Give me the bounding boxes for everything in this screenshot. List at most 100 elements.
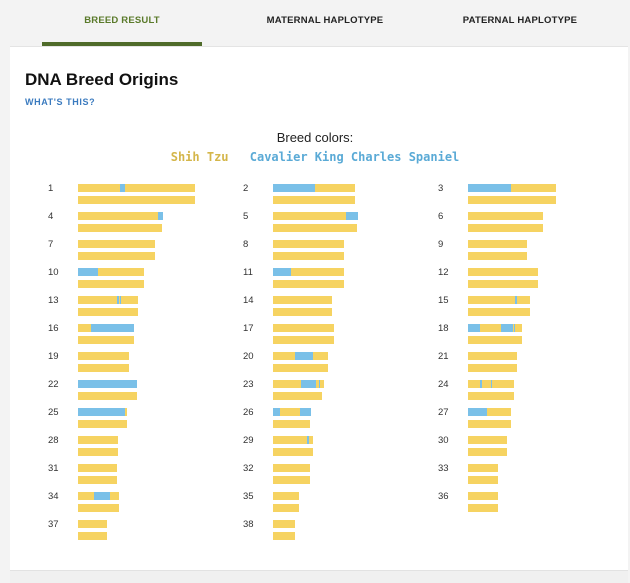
chromosome-copy-b [468,252,527,260]
chromosome-copy-a [78,296,138,304]
cavalier-segment [273,268,291,276]
chromosome-label: 13 [48,295,59,306]
cavalier-segment [514,324,515,332]
tab-breed-result[interactable]: BREED RESULT [84,15,160,26]
chromosome-copy-b [78,308,138,316]
chromosome-copy-b [78,504,119,512]
chromosome-label: 24 [438,379,449,390]
cavalier-segment [78,268,98,276]
cavalier-segment [480,380,482,388]
chromosome-copy-b [468,364,517,372]
chromosome-copy-b [78,532,107,540]
chromosome-copy-a [468,184,556,192]
chromosome-label: 11 [243,267,253,278]
cavalier-segment [78,408,125,416]
chromosome-copy-a [273,408,311,416]
chromosome-label: 16 [48,323,59,334]
cavalier-segment [468,324,480,332]
chromosome-label: 1 [48,183,54,194]
chromosome-label: 18 [438,323,449,334]
active-tab-indicator [42,42,202,46]
chromosome-label: 6 [438,211,444,222]
chromosome-copy-b [78,476,117,484]
tab-bar: BREED RESULT MATERNAL HAPLOTYPE PATERNAL… [10,0,628,46]
chromosome-copy-b [78,224,162,232]
chromosome-copy-b [78,448,118,456]
chromosome-copy-a [273,296,332,304]
cavalier-segment [468,184,511,192]
chromosome-label: 21 [438,351,449,362]
chromosome-label: 35 [243,491,254,502]
chromosome-label: 27 [438,407,449,418]
chromosome-copy-b [78,364,129,372]
tab-maternal-haplotype[interactable]: MATERNAL HAPLOTYPE [266,15,384,26]
cavalier-segment [94,492,110,500]
chromosome-copy-a [273,268,344,276]
chromosome-label: 22 [48,379,59,390]
chromosome-copy-a [468,212,543,220]
cavalier-segment [346,212,358,220]
cavalier-segment [295,352,313,360]
chromosome-copy-a [273,464,310,472]
chromosome-copy-a [78,380,137,388]
chromosome-copy-b [273,364,328,372]
chromosome-label: 34 [48,491,59,502]
chromosome-copy-a [78,324,134,332]
chromosome-copy-b [78,280,144,288]
chromosome-label: 12 [438,267,449,278]
chromosome-copy-b [273,504,299,512]
chromosome-copy-b [78,392,137,400]
chromosome-copy-a [468,492,498,500]
chromosome-copy-a [78,520,107,528]
chromosome-copy-b [273,532,295,540]
chromosome-copy-a [468,464,498,472]
chromosome-copy-a [78,212,163,220]
chromosome-copy-a [273,324,334,332]
cavalier-segment [491,380,492,388]
chromosome-label: 5 [243,211,249,222]
chromosome-label: 30 [438,435,449,446]
chromosome-label: 36 [438,491,449,502]
chromosome-copy-b [468,476,498,484]
chromosome-label: 7 [48,239,54,250]
chromosome-label: 26 [243,407,254,418]
chromosome-copy-b [468,420,511,428]
tab-paternal-haplotype[interactable]: PATERNAL HAPLOTYPE [462,15,578,26]
chromosome-copy-b [468,448,507,456]
chromosome-copy-a [78,492,119,500]
whats-this-link[interactable]: WHAT'S THIS? [25,97,96,107]
chromosome-label: 25 [48,407,59,418]
chromosome-copy-a [468,380,514,388]
chromosome-label: 20 [243,351,254,362]
chromosome-label: 32 [243,463,254,474]
cavalier-segment [468,408,487,416]
chromosome-copy-b [468,392,514,400]
chromosome-copy-a [78,436,118,444]
chromosome-label: 15 [438,295,449,306]
chromosome-copy-b [78,252,155,260]
chromosome-copy-b [273,308,332,316]
cavalier-segment [515,296,517,304]
chromosome-copy-a [468,296,530,304]
cavalier-segment [319,380,320,388]
chromosome-label: 37 [48,519,59,530]
chromosome-copy-a [78,268,144,276]
chromosome-copy-a [468,408,511,416]
chromosome-copy-b [273,196,355,204]
chromosome-copy-a [468,436,507,444]
cavalier-segment [307,436,309,444]
chromosome-copy-b [78,196,195,204]
chromosome-copy-b [468,196,556,204]
chromosome-copy-b [273,392,322,400]
chromosome-copy-b [273,280,344,288]
chromosome-label: 19 [48,351,59,362]
chromosome-copy-a [273,380,324,388]
chromosome-label: 3 [438,183,444,194]
chromosome-label: 8 [243,239,249,250]
chromosome-copy-b [273,448,313,456]
chromosome-copy-a [468,352,517,360]
chromosome-copy-b [468,336,522,344]
chromosome-copy-a [78,408,127,416]
chromosome-label: 2 [243,183,249,194]
chromosome-label: 9 [438,239,444,250]
